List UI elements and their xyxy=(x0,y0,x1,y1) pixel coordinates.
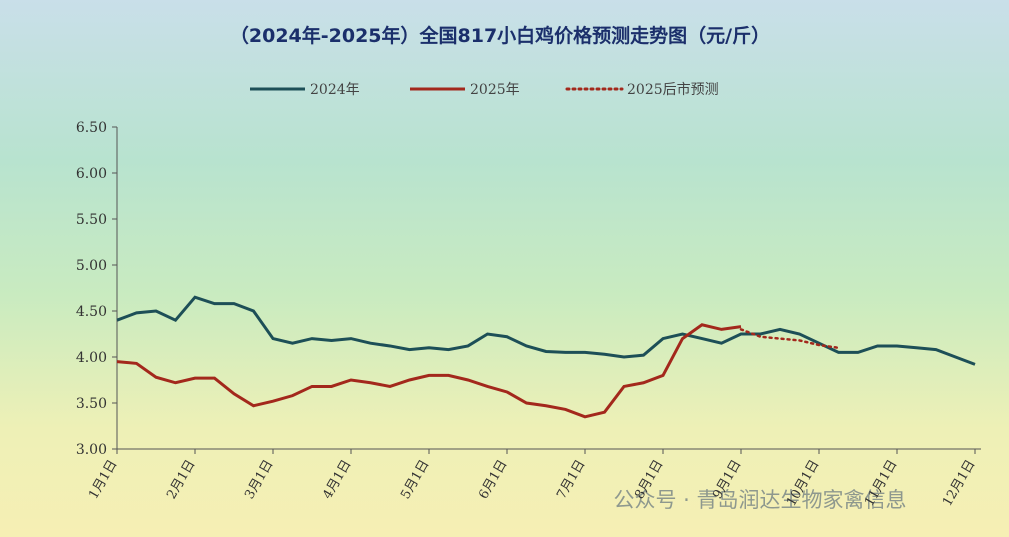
y-tick-label: 5.00 xyxy=(76,258,107,274)
x-tick-label: 6月1日 xyxy=(476,458,510,502)
y-tick-label: 6.00 xyxy=(76,166,107,182)
x-tick-label: 12月1日 xyxy=(940,458,978,510)
line-series xyxy=(116,295,976,366)
x-tick-label: 4月1日 xyxy=(320,458,354,502)
legend-label: 2024年 xyxy=(310,82,360,98)
legend-label: 2025年 xyxy=(470,82,520,98)
x-tick-label: 1月1日 xyxy=(86,458,120,502)
x-tick-label: 7月1日 xyxy=(554,458,588,502)
y-tick-label: 3.50 xyxy=(76,396,107,412)
y-tick-label: 5.50 xyxy=(76,212,107,228)
watermark: 公众号 · 青岛润达生物家禽信息 xyxy=(613,488,906,512)
y-tick-label: 3.00 xyxy=(76,442,107,458)
x-tick-label: 2月1日 xyxy=(164,458,198,502)
x-tick-label: 3月1日 xyxy=(242,458,276,502)
y-tick-label: 4.00 xyxy=(76,350,107,366)
y-tick-label: 6.50 xyxy=(76,120,107,136)
line-series xyxy=(739,328,840,350)
x-tick-label: 5月1日 xyxy=(398,458,432,502)
legend-label: 2025后市预测 xyxy=(627,81,719,98)
y-tick-label: 4.50 xyxy=(76,304,107,320)
chart-title: （2024年-2025年）全国817小白鸡价格预测走势图（元/斤） xyxy=(230,24,770,47)
line-series xyxy=(116,323,742,419)
